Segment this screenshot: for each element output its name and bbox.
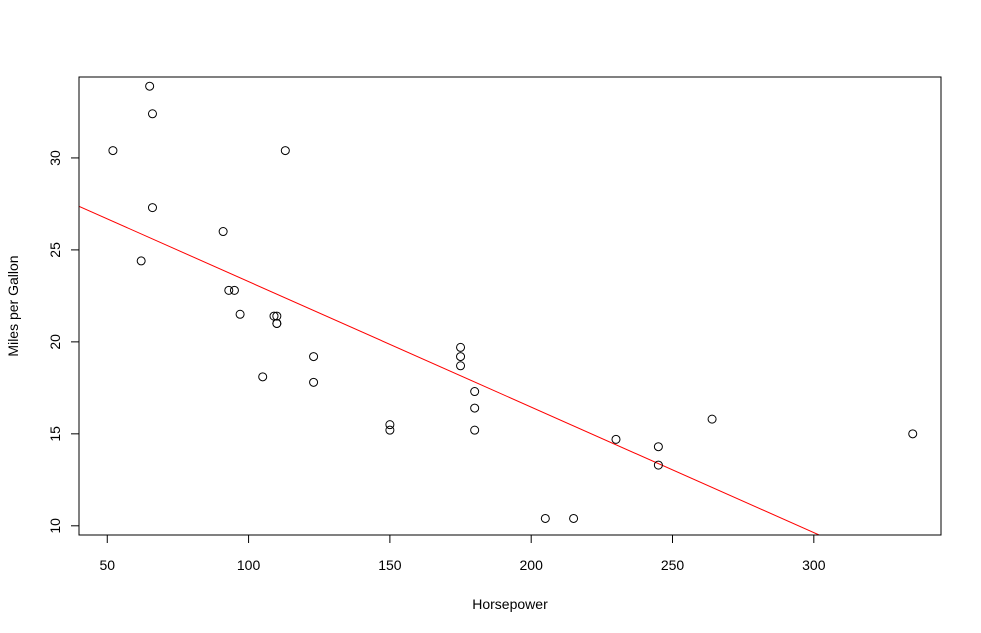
x-tick-label: 100 <box>237 557 261 573</box>
data-point <box>309 352 319 362</box>
data-point <box>908 429 918 439</box>
data-point <box>280 146 290 156</box>
data-point <box>456 342 466 352</box>
data-point <box>611 434 621 444</box>
data-point <box>309 377 319 387</box>
y-axis-title: Miles per Gallon <box>5 255 21 356</box>
plot-frame <box>78 76 942 536</box>
x-tick-label: 250 <box>661 557 685 573</box>
x-tick-label: 50 <box>99 557 115 573</box>
data-point <box>224 285 234 295</box>
data-point <box>653 442 663 452</box>
data-point <box>258 372 268 382</box>
data-point <box>147 203 157 213</box>
x-tick-label: 300 <box>802 557 826 573</box>
x-tick-label: 150 <box>378 557 402 573</box>
y-tick-label: 20 <box>47 334 63 350</box>
data-point <box>707 414 717 424</box>
y-tick-label: 30 <box>47 150 63 166</box>
y-tick-label: 10 <box>47 518 63 534</box>
x-tick-label: 200 <box>520 557 544 573</box>
data-point <box>456 352 466 362</box>
data-point <box>569 513 579 523</box>
data-point <box>470 425 480 435</box>
data-point <box>136 256 146 266</box>
y-axis: 10 15 20 25 30 <box>47 150 80 534</box>
y-tick-label: 15 <box>47 426 63 442</box>
regression-line <box>79 205 821 535</box>
data-point <box>385 425 395 435</box>
data-point <box>456 361 466 371</box>
data-point <box>272 311 282 321</box>
data-point <box>385 420 395 430</box>
data-point <box>540 513 550 523</box>
data-point <box>653 460 663 470</box>
x-axis-title: Horsepower <box>472 596 548 612</box>
data-point <box>108 146 118 156</box>
data-point <box>218 227 228 237</box>
x-axis: 50 100 150 200 250 300 <box>99 534 826 573</box>
data-point <box>229 285 239 295</box>
y-tick-label: 25 <box>47 242 63 258</box>
data-point <box>145 81 155 91</box>
data-point <box>147 109 157 119</box>
data-point <box>470 387 480 397</box>
data-point <box>272 318 282 328</box>
data-point <box>470 403 480 413</box>
data-point <box>235 309 245 319</box>
